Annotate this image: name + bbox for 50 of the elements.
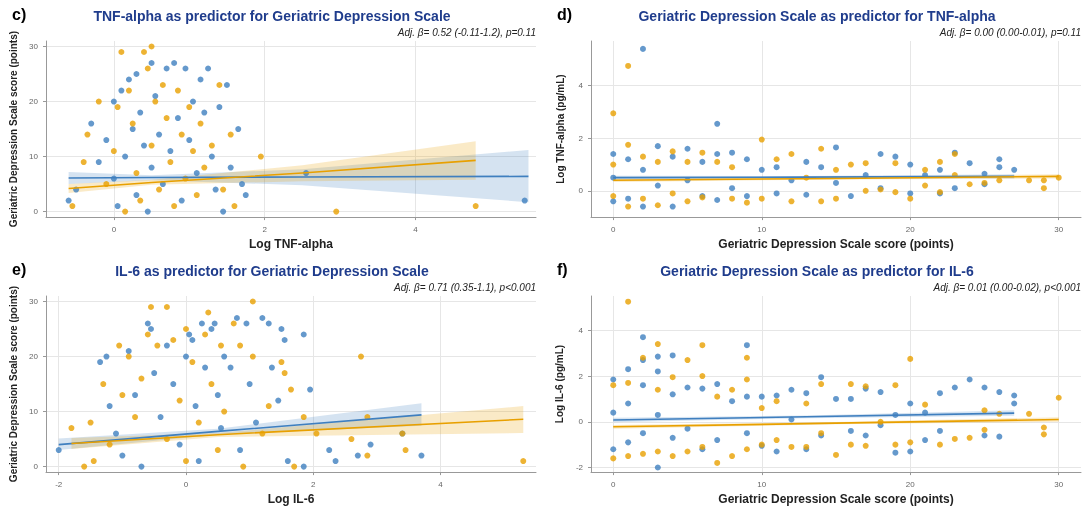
x-tick-label: 0 [611, 479, 617, 489]
x-tick-label: 0 [111, 224, 117, 234]
y-tick-label: 4 [578, 325, 584, 335]
text: c) [12, 5, 27, 23]
y-tick-label: 4 [578, 81, 584, 91]
text: Adj. β= 0.00 (0.00-0.01), p=0.11 [938, 26, 1082, 38]
x-tick-label: 0 [183, 479, 189, 489]
x-axis-title: Log IL-6 [267, 492, 315, 506]
text: e) [12, 260, 27, 278]
y-tick-label: 20 [29, 352, 39, 362]
y-tick-label: 10 [29, 407, 39, 417]
y-tick-label: 0 [578, 186, 584, 196]
y-tick-label: 0 [578, 417, 584, 427]
x-tick-label: 10 [757, 479, 767, 489]
x-axis-title: Geriatric Depression Scale score (points) [718, 237, 954, 251]
text: f) [557, 260, 568, 278]
x-tick-label: 4 [413, 224, 419, 234]
y-axis-title: Geriatric Depression Scale score (points) [7, 285, 19, 483]
y-tick-label: 30 [29, 297, 39, 306]
x-axis-title: Log TNF-alpha [249, 237, 334, 251]
x-tick-label: 2 [262, 224, 268, 234]
y-tick-label: 2 [578, 133, 584, 143]
x-tick-label: -2 [55, 479, 63, 489]
y-tick-label: 10 [29, 152, 39, 162]
text: Adj. β= 0.52 (-0.11-1.2), p=0.11 [396, 26, 536, 38]
chart-title: IL-6 as predictor for Geriatric Depression Scale [115, 263, 429, 279]
chart-title: Geriatric Depression Scale as predictor for IL-6 [660, 263, 974, 279]
y-tick-label: 20 [29, 97, 39, 107]
text: Adj. β= 0.71 (0.35-1.1), p<0.001 [393, 281, 536, 293]
x-axis-title: Geriatric Depression Scale score (points) [718, 492, 954, 506]
x-tick-label: 10 [757, 224, 767, 234]
y-tick-label: 2 [578, 371, 584, 381]
x-tick-label: 0 [611, 224, 617, 234]
y-tick-label: 0 [33, 462, 39, 472]
y-tick-label: 0 [33, 207, 39, 217]
y-axis-title: Log TNF-alpha (pg/mL) [554, 74, 566, 184]
x-tick-label: 30 [1054, 224, 1064, 234]
x-tick-label: 30 [1054, 479, 1064, 489]
y-axis-title: Geriatric Depression Scale score (points) [7, 30, 19, 228]
y-tick-label: -2 [575, 463, 584, 473]
x-tick-label: 20 [905, 224, 916, 234]
chart-title: TNF-alpha as predictor for Geriatric Depression Scale [93, 8, 451, 24]
x-tick-label: 4 [438, 479, 444, 489]
text: Adj. β= 0.01 (0.00-0.02), p<0.001 [932, 281, 1081, 293]
y-axis-title: Log IL-6 (pg/mL) [554, 344, 566, 424]
y-tick-label: 30 [29, 42, 39, 51]
x-tick-label: 20 [905, 479, 916, 489]
x-tick-label: 2 [311, 479, 317, 489]
text: d) [557, 5, 573, 23]
chart-title: Geriatric Depression Scale as predictor for TNF-alpha [638, 8, 996, 24]
